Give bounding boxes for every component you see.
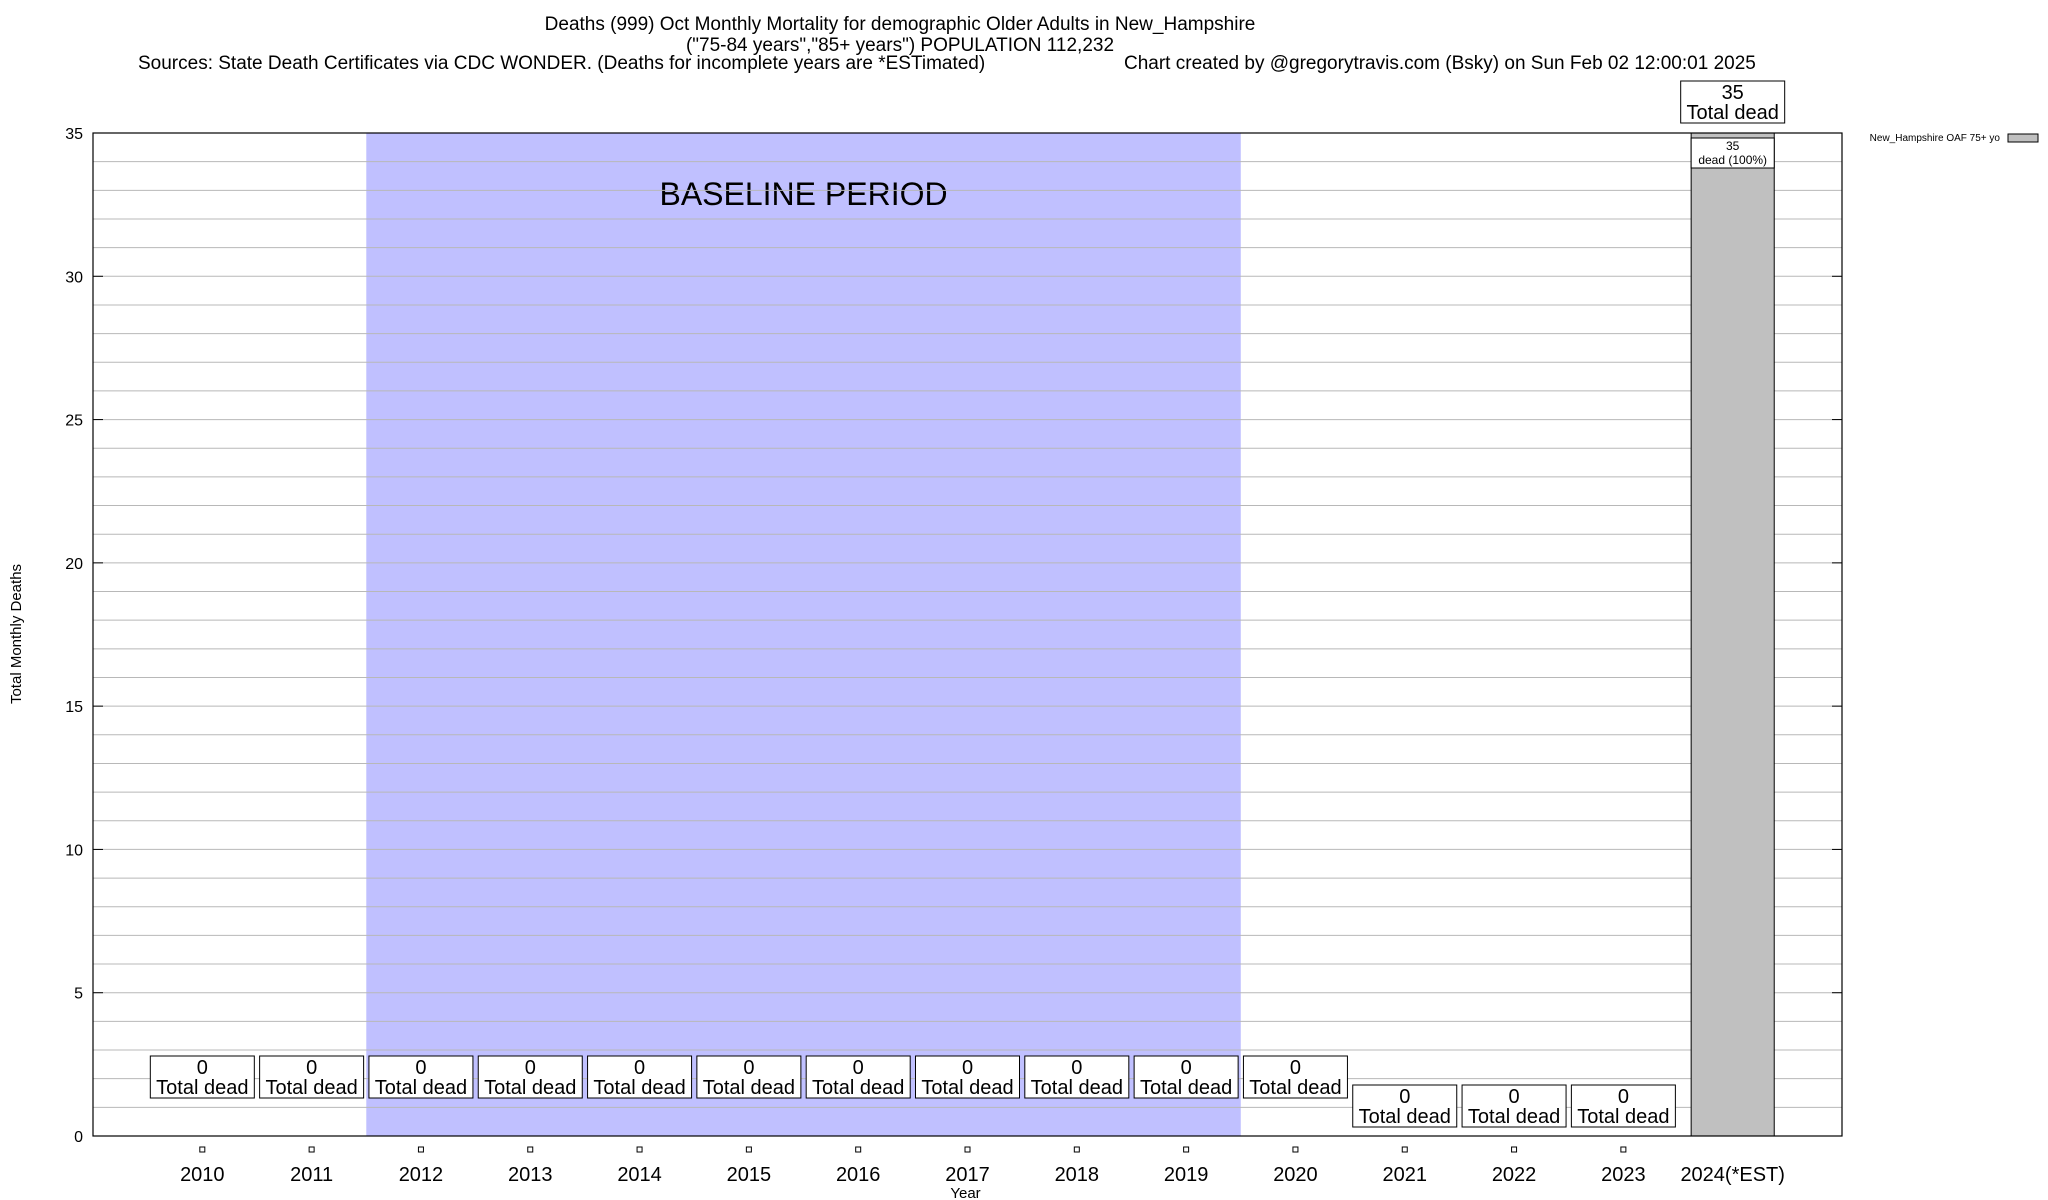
value-label-box: [1024, 1055, 1130, 1099]
value-label-suffix: Total dead: [1468, 1106, 1560, 1128]
value-label-suffix: Total dead: [1359, 1106, 1451, 1128]
bar-marker: [1073, 1146, 1080, 1153]
x-tick-label: 2021: [1383, 1164, 1428, 1186]
value-label-box: [696, 1055, 802, 1099]
value-label-suffix: Total dead: [1140, 1077, 1232, 1099]
x-tick-label: 2011: [290, 1164, 333, 1186]
value-label-box: [368, 1055, 474, 1099]
x-tick-label: 2018: [1055, 1164, 1100, 1186]
x-tick-label: 2019: [1164, 1164, 1209, 1186]
value-label: 0: [1181, 1057, 1192, 1079]
x-tick-label: 2015: [727, 1164, 772, 1186]
legend-swatch: [2007, 133, 2039, 143]
value-label-suffix: Total dead: [1249, 1077, 1341, 1099]
value-label-suffix: Total dead: [593, 1077, 685, 1099]
bar-marker: [1620, 1146, 1627, 1153]
segment-label-value: 35: [1726, 139, 1740, 153]
value-label-suffix: Total dead: [375, 1077, 467, 1099]
x-tick-label: 2023: [1601, 1164, 1646, 1186]
value-label-box: [259, 1055, 365, 1099]
segment-label-box: [1690, 137, 1775, 169]
value-label: 0: [853, 1057, 864, 1079]
bar-marker: [636, 1146, 643, 1153]
value-label-box: [915, 1055, 1020, 1099]
bar-marker: [1292, 1146, 1299, 1153]
value-label-suffix: Total dead: [703, 1077, 795, 1099]
baseline-label: BASELINE PERIOD: [659, 176, 947, 212]
value-label-box: [1680, 80, 1786, 124]
bar-marker: [308, 1146, 315, 1153]
y-tick-label: 20: [65, 556, 83, 573]
y-tick-label: 10: [65, 842, 83, 859]
value-label: 0: [962, 1057, 973, 1079]
chart-credit: Chart created by @gregorytravis.com (Bsk…: [1124, 53, 1756, 74]
value-label: 0: [415, 1057, 426, 1079]
value-label-box: [1352, 1084, 1458, 1128]
value-label-box: [477, 1055, 583, 1099]
y-tick-label: 30: [65, 269, 83, 286]
y-tick-label: 0: [74, 1129, 83, 1146]
segment-label-text: dead (100%): [1698, 153, 1767, 167]
x-tick-label: 2020: [1273, 1164, 1318, 1186]
x-axis-title: Year: [950, 1185, 980, 1200]
y-axis-title: Total Monthly Deaths: [8, 564, 25, 704]
value-label: 0: [525, 1057, 536, 1079]
value-label: 0: [1071, 1057, 1082, 1079]
x-tick-label: 2017: [945, 1164, 990, 1186]
value-label: 0: [306, 1057, 317, 1079]
bar-marker: [1401, 1146, 1408, 1153]
value-label-suffix: Total dead: [921, 1077, 1013, 1099]
value-label-suffix: Total dead: [812, 1077, 904, 1099]
value-label-suffix: Total dead: [156, 1077, 248, 1099]
y-tick-label: 15: [65, 699, 83, 716]
bar-marker: [855, 1146, 862, 1153]
value-label-suffix: Total dead: [484, 1077, 576, 1099]
bar-marker: [1511, 1146, 1518, 1153]
chart-title: Deaths (999) Oct Monthly Mortality for d…: [544, 14, 1256, 35]
value-label: 0: [743, 1057, 754, 1079]
value-label: 35: [1722, 82, 1744, 104]
value-label: 0: [1618, 1086, 1629, 1108]
value-label: 0: [1290, 1057, 1301, 1079]
plot-frame: [92, 132, 1843, 1137]
bar-marker: [527, 1146, 534, 1153]
chart-subtitle: ("75-84 years","85+ years") POPULATION 1…: [685, 35, 1115, 56]
bar-marker: [964, 1146, 971, 1153]
bar-marker: [417, 1146, 424, 1153]
y-tick-label: 35: [65, 126, 83, 143]
bar-marker: [1183, 1146, 1190, 1153]
value-label: 0: [1509, 1086, 1520, 1108]
bar: [1690, 132, 1775, 1137]
value-label-box: [1133, 1055, 1239, 1099]
value-label: 0: [197, 1057, 208, 1079]
x-tick-label: 2022: [1492, 1164, 1537, 1186]
value-label: 0: [1399, 1086, 1410, 1108]
x-tick-label: 2010: [180, 1164, 225, 1186]
x-tick-label: 2013: [508, 1164, 553, 1186]
baseline-band: [366, 133, 1241, 1136]
value-label-suffix: Total dead: [265, 1077, 357, 1099]
value-label-box: [1461, 1084, 1567, 1128]
value-label-box: [1242, 1055, 1348, 1099]
y-tick-label: 25: [65, 413, 83, 430]
legend-label: New_Hampshire OAF 75+ yo: [1870, 133, 2001, 144]
bar-marker: [745, 1146, 752, 1153]
value-label-suffix: Total dead: [1031, 1077, 1123, 1099]
value-label: 0: [634, 1057, 645, 1079]
value-label-suffix: Total dead: [1577, 1106, 1669, 1128]
x-tick-label: 2014: [617, 1164, 662, 1186]
y-tick-label: 5: [74, 986, 83, 1003]
x-tick-label: 2016: [836, 1164, 881, 1186]
bar-marker: [199, 1146, 206, 1153]
value-label-box: [587, 1055, 693, 1099]
value-label-suffix: Total dead: [1687, 102, 1779, 124]
x-tick-label: 2024(*EST): [1680, 1164, 1785, 1186]
x-tick-label: 2012: [399, 1164, 444, 1186]
value-label-box: [805, 1055, 911, 1099]
value-label-box: [1570, 1084, 1676, 1128]
value-label-box: [149, 1055, 255, 1099]
sources-note: Sources: State Death Certificates via CD…: [138, 53, 986, 74]
